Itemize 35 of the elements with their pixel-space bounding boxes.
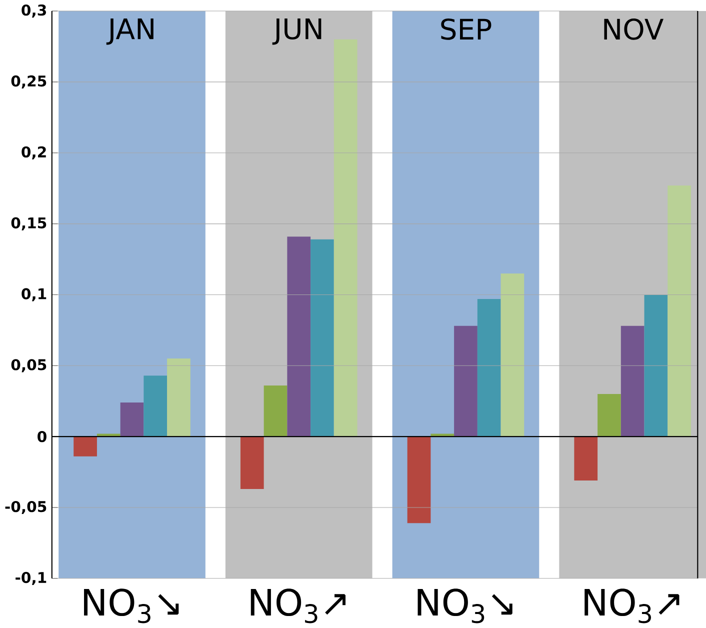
band-label: NO$_{3}$↘ xyxy=(418,588,512,624)
bar xyxy=(334,40,358,437)
bar xyxy=(598,394,621,437)
bar xyxy=(620,326,644,437)
bar xyxy=(574,436,598,481)
x-tick-label: SEP xyxy=(441,18,492,40)
bar xyxy=(287,236,311,437)
band-label: NO$_{3}$↗ xyxy=(584,588,680,624)
band-label: NO$_{3}$↗ xyxy=(250,588,346,624)
bar xyxy=(500,274,524,437)
y-tick-label: -0,1 xyxy=(16,572,46,586)
bar xyxy=(477,299,501,437)
x-tick-label: JUN xyxy=(272,18,322,45)
bar xyxy=(407,436,431,524)
bar xyxy=(454,326,478,437)
bar xyxy=(264,386,288,437)
bar xyxy=(74,436,97,457)
x-tick-label: NOV xyxy=(604,18,664,40)
bar xyxy=(668,186,691,437)
bar xyxy=(144,376,168,437)
y-tick-label: 0,05 xyxy=(11,359,46,372)
y-tick-label: 0,3 xyxy=(22,4,46,18)
y-tick-label: 0,25 xyxy=(11,76,46,89)
y-tick-label: -0,05 xyxy=(5,501,46,514)
bar xyxy=(120,402,144,437)
bar xyxy=(167,358,190,437)
bar xyxy=(310,240,334,437)
y-tick-label: 0,1 xyxy=(22,288,46,302)
y-tick-label: 0,2 xyxy=(22,146,46,160)
y-tick-label: 0 xyxy=(38,431,46,442)
band-label: NO$_{3}$↘ xyxy=(84,588,179,624)
bar xyxy=(644,294,668,437)
bar xyxy=(240,436,264,490)
y-tick-label: 0,15 xyxy=(11,217,46,230)
x-tick-label: JAN xyxy=(106,18,154,45)
